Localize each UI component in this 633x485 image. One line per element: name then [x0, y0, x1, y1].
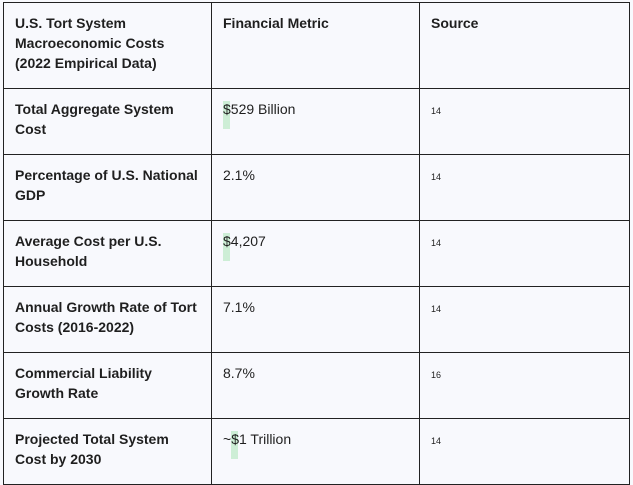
header-metric: Financial Metric — [211, 2, 420, 89]
metric-value: 529 Billion — [230, 101, 296, 117]
metric-value: 1 Trillion — [238, 431, 292, 447]
metric-value: 8.7% — [223, 365, 255, 381]
source-citation-link[interactable]: 14 — [431, 238, 442, 248]
metric-value: 2.1% — [223, 167, 255, 183]
table-row: Percentage of U.S. National GDP 2.1% 14 — [3, 154, 630, 221]
row-label: Average Cost per U.S. Household — [3, 220, 212, 287]
row-source[interactable]: 14 — [419, 418, 630, 485]
metric-highlight: $ — [223, 233, 231, 249]
metric-highlight: $ — [231, 431, 239, 447]
tort-costs-table: U.S. Tort System Macroeconomic Costs (20… — [3, 2, 630, 485]
row-metric: $4,207 — [211, 220, 420, 287]
metric-value: 7.1% — [223, 299, 255, 315]
source-citation-link[interactable]: 16 — [431, 370, 442, 380]
row-source[interactable]: 14 — [419, 286, 630, 353]
header-source: Source — [419, 2, 630, 89]
source-citation-link[interactable]: 14 — [431, 172, 442, 182]
source-citation-link[interactable]: 14 — [431, 106, 442, 116]
row-metric: ~$1 Trillion — [211, 418, 420, 485]
metric-value: 4,207 — [230, 233, 266, 249]
header-row: U.S. Tort System Macroeconomic Costs (20… — [3, 2, 630, 89]
row-metric: 8.7% — [211, 352, 420, 419]
row-metric: 7.1% — [211, 286, 420, 353]
metric-prefix: ~ — [223, 431, 232, 447]
source-citation-link[interactable]: 14 — [431, 436, 442, 446]
table-row: Commercial Liability Growth Rate 8.7% 16 — [3, 352, 630, 419]
row-source[interactable]: 14 — [419, 220, 630, 287]
row-label: Annual Growth Rate of Tort Costs (2016-2… — [3, 286, 212, 353]
row-source[interactable]: 14 — [419, 154, 630, 221]
row-label: Projected Total System Cost by 2030 — [3, 418, 212, 485]
header-category: U.S. Tort System Macroeconomic Costs (20… — [3, 2, 212, 89]
source-citation-link[interactable]: 14 — [431, 304, 442, 314]
row-label: Commercial Liability Growth Rate — [3, 352, 212, 419]
table-row: Annual Growth Rate of Tort Costs (2016-2… — [3, 286, 630, 353]
row-source[interactable]: 16 — [419, 352, 630, 419]
row-label: Percentage of U.S. National GDP — [3, 154, 212, 221]
row-label: Total Aggregate System Cost — [3, 88, 212, 155]
row-source[interactable]: 14 — [419, 88, 630, 155]
table-row: Projected Total System Cost by 2030 ~$1 … — [3, 418, 630, 485]
row-metric: 2.1% — [211, 154, 420, 221]
table-row: Total Aggregate System Cost $529 Billion… — [3, 88, 630, 155]
table-row: Average Cost per U.S. Household $4,207 1… — [3, 220, 630, 287]
metric-highlight: $ — [223, 101, 231, 117]
row-metric: $529 Billion — [211, 88, 420, 155]
